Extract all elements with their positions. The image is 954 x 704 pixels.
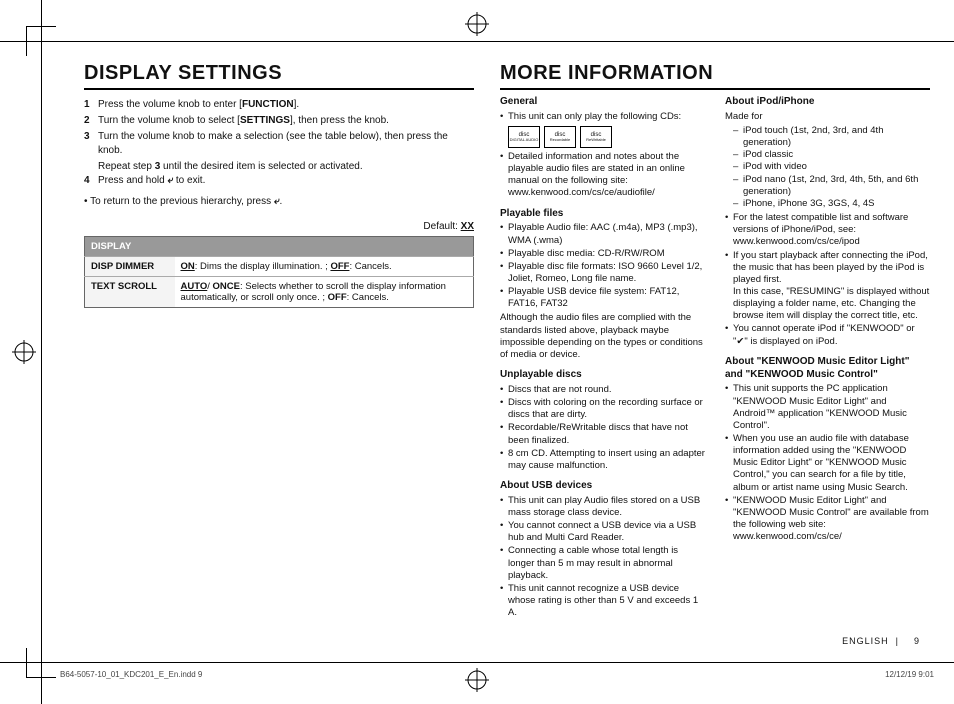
table-header: DISPLAY xyxy=(85,237,474,257)
registration-mark-top xyxy=(465,12,489,36)
list-item: Connecting a cable whose total length is… xyxy=(500,545,705,581)
crop-line-left xyxy=(41,0,42,704)
step-num: 1 xyxy=(84,98,98,112)
page-number: 9 xyxy=(914,636,920,646)
crop-corner-tl xyxy=(26,26,56,56)
list-item: You cannot operate iPod if "KENWOOD" or … xyxy=(725,323,930,347)
footer-lang: ENGLISH xyxy=(842,636,889,646)
list-item: You cannot connect a USB device via a US… xyxy=(500,520,705,544)
row-val: AUTO/ ONCE: Selects whether to scroll th… xyxy=(175,277,474,308)
settings-table: DISPLAY DISP DIMMER ON: Dims the display… xyxy=(84,236,474,308)
list-item: Detailed information and notes about the… xyxy=(500,151,705,200)
list-item: Playable Audio file: AAC (.m4a), MP3 (.m… xyxy=(500,222,705,246)
cd-logo-icon: discReWritable xyxy=(580,126,612,148)
footer-sep: | xyxy=(896,636,899,646)
display-settings-section: Display Settings 1Press the volume knob … xyxy=(84,62,474,642)
list-item: Discs that are not round. xyxy=(500,384,705,396)
table-row: TEXT SCROLL AUTO/ ONCE: Selects whether … xyxy=(85,277,474,308)
return-note: • To return to the previous hierarchy, p… xyxy=(84,196,474,207)
page-content: Display Settings 1Press the volume knob … xyxy=(84,62,930,642)
list-item: Playable disc file formats: ISO 9660 Lev… xyxy=(500,261,705,285)
list-item: iPod with video xyxy=(733,161,930,173)
list-item: This unit supports the PC application "K… xyxy=(725,383,930,432)
list-item: Playable disc media: CD-R/RW/ROM xyxy=(500,248,705,260)
steps-list: 1Press the volume knob to enter [FUNCTIO… xyxy=(84,98,474,188)
display-settings-title: Display Settings xyxy=(84,62,474,90)
more-info-section: More Information General This unit can o… xyxy=(500,62,930,642)
cd-logos: discDIGITAL AUDIO discRecordable discReW… xyxy=(508,126,705,148)
playable-note: Although the audio files are complied wi… xyxy=(500,312,705,361)
return-icon: ⤶ xyxy=(168,174,174,188)
table-row: DISP DIMMER ON: Dims the display illumin… xyxy=(85,257,474,277)
imprint-right: 12/12/19 9:01 xyxy=(885,670,934,679)
crop-line-top xyxy=(0,41,954,42)
step-text: Turn the volume knob to select [SETTINGS… xyxy=(98,114,474,128)
kme-heading: About "KENWOOD Music Editor Light" and "… xyxy=(725,356,930,382)
list-item: This unit can only play the following CD… xyxy=(500,111,705,123)
list-item: This unit can play Audio files stored on… xyxy=(500,495,705,519)
cd-logo-icon: discDIGITAL AUDIO xyxy=(508,126,540,148)
more-info-col2: About iPod/iPhone Made for iPod touch (1… xyxy=(725,96,930,642)
list-item: "KENWOOD Music Editor Light" and "KENWOO… xyxy=(725,495,930,544)
made-for-label: Made for xyxy=(725,111,930,123)
page-footer: ENGLISH | 9 xyxy=(842,636,920,646)
list-item: iPod classic xyxy=(733,149,930,161)
playable-heading: Playable files xyxy=(500,208,705,221)
crop-corner-bl xyxy=(26,648,56,678)
list-item: This unit cannot recognize a USB device … xyxy=(500,583,705,619)
row-val: ON: Dims the display illumination. ; OFF… xyxy=(175,257,474,277)
list-item: 8 cm CD. Attempting to insert using an a… xyxy=(500,448,705,472)
list-item: Recordable/ReWritable discs that have no… xyxy=(500,422,705,446)
return-icon: ⤶ xyxy=(274,196,280,207)
step-text: Press the volume knob to enter [FUNCTION… xyxy=(98,98,474,112)
step-text: Press and hold ⤶ to exit. xyxy=(98,174,474,188)
row-key: TEXT SCROLL xyxy=(85,277,175,308)
list-item: If you start playback after connecting t… xyxy=(725,250,930,323)
list-item: iPhone, iPhone 3G, 3GS, 4, 4S xyxy=(733,198,930,210)
list-item: iPod touch (1st, 2nd, 3rd, and 4th gener… xyxy=(733,125,930,149)
registration-mark-bottom xyxy=(465,668,489,692)
step-num: 2 xyxy=(84,114,98,128)
list-item: For the latest compatible list and softw… xyxy=(725,212,930,248)
list-item: Playable USB device file system: FAT12, … xyxy=(500,286,705,310)
step-num: 4 xyxy=(84,174,98,188)
more-info-col1: General This unit can only play the foll… xyxy=(500,96,705,642)
list-item: When you use an audio file with database… xyxy=(725,433,930,494)
imprint-left: B64-5057-10_01_KDC201_E_En.indd 9 xyxy=(60,670,202,679)
step-text: Turn the volume knob to make a selection… xyxy=(98,130,474,158)
cd-logo-icon: discRecordable xyxy=(544,126,576,148)
default-value: XX xyxy=(461,221,474,232)
row-key: DISP DIMMER xyxy=(85,257,175,277)
unplayable-heading: Unplayable discs xyxy=(500,369,705,382)
registration-mark-left xyxy=(12,340,36,364)
default-line: Default: XX xyxy=(84,221,474,232)
usb-heading: About USB devices xyxy=(500,480,705,493)
list-item: iPod nano (1st, 2nd, 3rd, 4th, 5th, and … xyxy=(733,174,930,198)
more-info-title: More Information xyxy=(500,62,930,90)
list-item: Discs with coloring on the recording sur… xyxy=(500,397,705,421)
crop-line-bottom xyxy=(0,662,954,663)
step-sub: Repeat step 3 until the desired item is … xyxy=(98,160,474,174)
default-label: Default: xyxy=(423,221,457,232)
step-num: 3 xyxy=(84,130,98,158)
